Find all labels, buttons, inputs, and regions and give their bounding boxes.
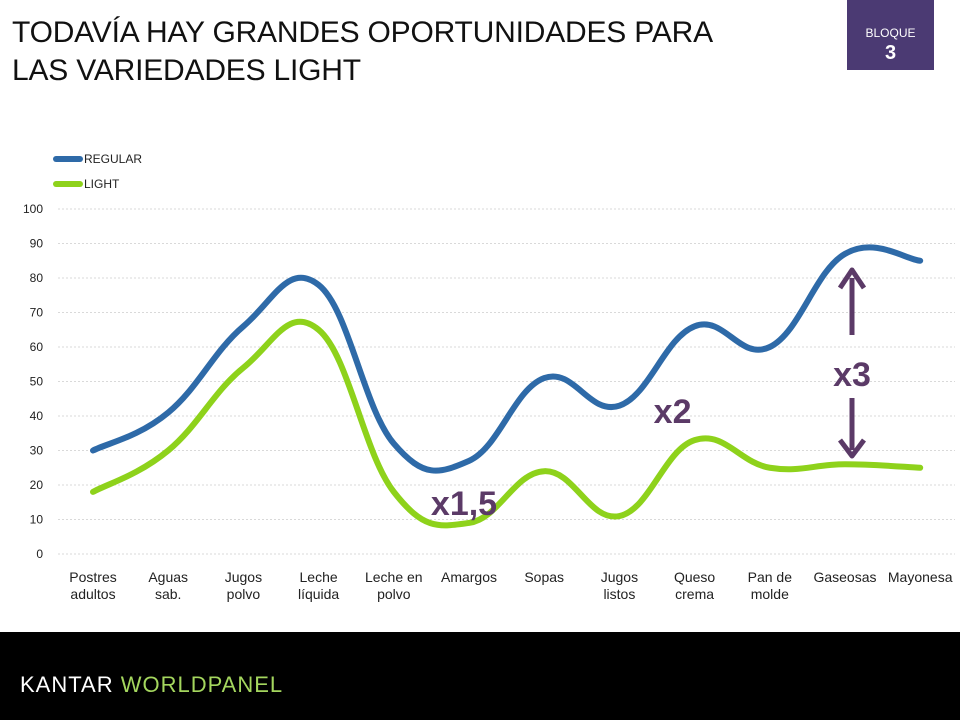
x-tick-label: Leche líquida <box>298 569 339 602</box>
x-tick-label: Jugos polvo <box>225 569 262 602</box>
block-badge: BLOQUE 3 <box>847 0 934 70</box>
legend-label-regular: REGULAR <box>84 152 142 166</box>
brand-part-2: WORLDPANEL <box>120 672 284 697</box>
y-tick-label: 50 <box>30 375 44 389</box>
x-tick-label: Amargos <box>441 569 497 585</box>
annotation-x3: x3 <box>833 356 871 394</box>
y-tick-label: 80 <box>30 271 44 285</box>
x-tick-label: Jugos listos <box>601 569 638 602</box>
title-line-1: TODAVÍA HAY GRANDES OPORTUNIDADES PARA <box>12 16 713 49</box>
x-tick-label: Queso crema <box>674 569 715 602</box>
x-tick-label: Leche en polvo <box>365 569 423 602</box>
series-line-regular <box>90 244 924 474</box>
brand-logo: KANTAR WORLDPANEL <box>20 672 283 698</box>
x-tick-label: Pan de molde <box>748 569 793 602</box>
title-line-2: LAS VARIEDADES LIGHT <box>12 54 361 87</box>
y-tick-label: 20 <box>30 478 44 492</box>
y-tick-label: 70 <box>30 306 44 320</box>
x-tick-label: Aguas sab. <box>148 569 188 602</box>
y-tick-label: 30 <box>30 444 44 458</box>
y-tick-label: 0 <box>36 547 43 561</box>
y-tick-label: 100 <box>23 202 43 216</box>
annotation-x1-5: x1,5 <box>431 485 497 523</box>
footer-bar: KANTAR WORLDPANEL <box>0 632 960 720</box>
brand-part-1: KANTAR <box>20 672 114 697</box>
page-title: TODAVÍA HAY GRANDES OPORTUNIDADES PARA L… <box>12 14 812 90</box>
series-line-light <box>90 319 924 529</box>
block-number: 3 <box>884 42 897 64</box>
y-tick-label: 60 <box>30 340 44 354</box>
x-tick-label: Postres adultos <box>69 569 116 602</box>
x-tick-label: Mayonesa <box>888 569 953 585</box>
y-tick-label: 10 <box>30 513 44 527</box>
y-tick-label: 90 <box>30 237 44 251</box>
annotation-x2: x2 <box>654 393 692 431</box>
arrow-down-head <box>838 438 866 459</box>
y-tick-label: 40 <box>30 409 44 423</box>
x-tick-label: Sopas <box>524 569 564 585</box>
block-label: BLOQUE <box>865 26 916 40</box>
line-chart: 0 10 20 30 40 50 60 70 80 90 100 Postres adultos Agua… <box>23 152 955 602</box>
x-tick-label: Gaseosas <box>813 569 876 585</box>
arrow-up-head <box>837 267 867 290</box>
legend-label-light: LIGHT <box>84 177 120 191</box>
